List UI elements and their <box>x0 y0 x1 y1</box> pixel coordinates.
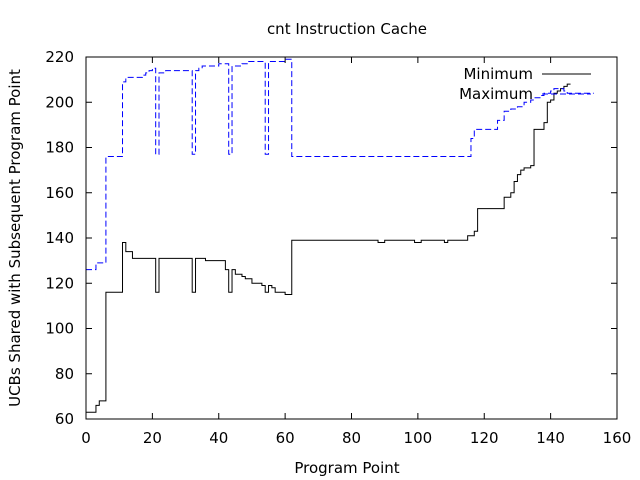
y-tick-label: 200 <box>45 93 74 111</box>
x-tick-label: 100 <box>404 429 433 447</box>
series-line-minimum <box>86 83 571 413</box>
legend-label-minimum: Minimum <box>463 65 533 83</box>
legend: Minimum Maximum <box>459 65 591 103</box>
plot-frame <box>85 56 618 420</box>
x-tick-label: 80 <box>342 429 361 447</box>
y-tick-label: 180 <box>45 139 74 157</box>
x-tick-label: 60 <box>276 429 295 447</box>
x-tick-label: 0 <box>81 429 91 447</box>
ticks-layer: 0 20 40 60 80 100 120 140 160 60 80 100 120 140 160 180… <box>45 48 631 447</box>
x-tick-label: 120 <box>470 429 499 447</box>
y-tick-label: 60 <box>55 410 74 428</box>
legend-label-maximum: Maximum <box>459 85 533 103</box>
x-tick-label: 160 <box>603 429 632 447</box>
series-line-maximum <box>86 58 594 271</box>
x-tick-label: 140 <box>536 429 565 447</box>
chart-title: cnt Instruction Cache <box>267 20 427 38</box>
y-tick-label: 80 <box>55 365 74 383</box>
y-tick-label: 140 <box>45 229 74 247</box>
x-axis-label: Program Point <box>294 459 399 477</box>
series-layer <box>86 58 594 413</box>
x-tick-label: 40 <box>209 429 228 447</box>
y-tick-label: 100 <box>45 320 74 338</box>
y-tick-label: 120 <box>45 274 74 292</box>
y-tick-label: 160 <box>45 184 74 202</box>
x-tick-label: 20 <box>143 429 162 447</box>
y-axis-label: UCBs Shared with Subsequent Program Poin… <box>6 69 24 407</box>
y-tick-label: 220 <box>45 48 74 66</box>
